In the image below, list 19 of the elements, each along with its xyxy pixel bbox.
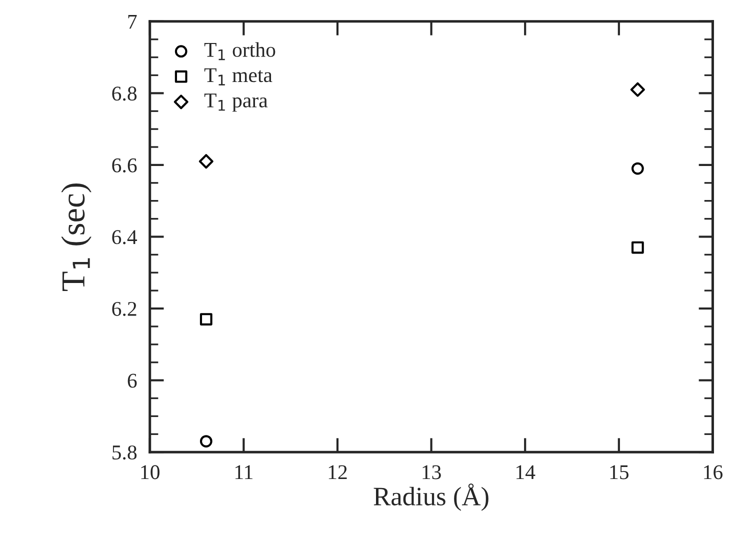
x-tick-label: 10 — [141, 465, 160, 480]
legend-label: T$_{1}$ ortho — [204, 42, 276, 60]
y-tick-label: 6.8 — [112, 86, 137, 101]
x-axis-title: Radius (Å) — [374, 483, 488, 511]
x-tick-label: 16 — [704, 465, 723, 480]
y-tick-label: 5.8 — [112, 445, 137, 460]
y-tick-label: 7 — [128, 14, 137, 29]
x-tick-label: 14 — [516, 465, 536, 480]
legend-label: T$_{1}$ para — [204, 94, 268, 112]
x-tick-label: 11 — [235, 465, 252, 480]
y-tick-label: 6.4 — [112, 230, 138, 244]
y-tick-label: 6.2 — [112, 302, 136, 316]
y-axis-title: T$_{1}$ (sec) — [61, 184, 92, 291]
x-tick-label: 13 — [422, 465, 441, 480]
y-tick-label: 6 — [128, 374, 137, 388]
x-tick-label: 12 — [328, 465, 347, 480]
y-tick-label: 6.6 — [112, 158, 137, 172]
x-tick-label: 15 — [610, 465, 629, 480]
legend-label: T$_{1}$ meta — [204, 68, 272, 86]
